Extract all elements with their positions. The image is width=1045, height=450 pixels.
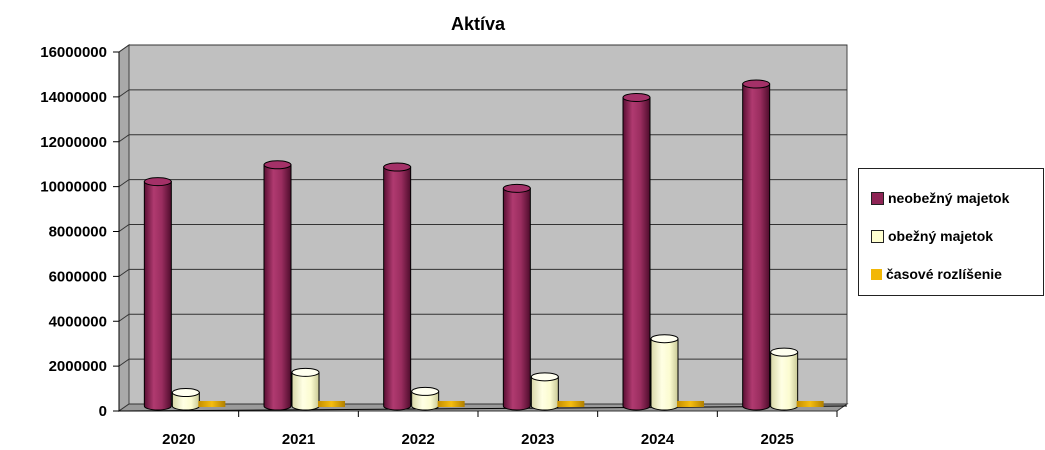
x-axis-line — [118, 405, 848, 412]
bar-body — [530, 376, 559, 411]
y-tick-label: 8000000 — [49, 224, 107, 241]
legend-label: obežný majetok — [888, 228, 994, 244]
bar-body — [557, 401, 585, 407]
bar-top — [770, 347, 799, 357]
legend-item: časové rozlíšenie — [871, 255, 1043, 293]
bar-top — [411, 386, 440, 396]
x-tick-label: 2025 — [760, 431, 793, 448]
legend-label: neobežný majetok — [888, 190, 1010, 206]
bar-top — [263, 160, 292, 170]
bar-top — [291, 367, 320, 377]
bar-top — [622, 92, 651, 102]
bar — [557, 401, 585, 407]
bar — [650, 334, 679, 411]
bar-body — [622, 96, 651, 411]
bar-body — [291, 371, 320, 411]
bar — [318, 401, 345, 407]
gridline-side — [118, 134, 130, 143]
y-tick-label: 12000000 — [40, 134, 107, 151]
bar — [198, 401, 226, 407]
y-tick-label: 16000000 — [40, 44, 107, 61]
x-tick-label: 2023 — [521, 431, 554, 448]
y-tick-label: 2000000 — [49, 358, 107, 375]
legend-swatch — [871, 191, 884, 205]
bar-body — [677, 401, 704, 407]
bar-top — [383, 162, 412, 172]
bar-top — [650, 334, 679, 344]
y-tick-label: 14000000 — [40, 89, 107, 106]
x-tick-label: 2024 — [641, 431, 675, 448]
bar — [796, 401, 824, 407]
bar — [143, 177, 172, 411]
bar — [383, 162, 412, 411]
bar-body — [318, 401, 345, 407]
bar-body — [650, 338, 679, 411]
legend-label: časové rozlíšenie — [886, 266, 1002, 282]
tick-layer: 0 2000000 4000000 6000000 8000000 10000000 120… — [40, 44, 848, 448]
gridline-side — [118, 358, 130, 367]
bar — [263, 160, 292, 411]
gridline-side — [118, 313, 130, 322]
legend-item: neobežný majetok — [871, 179, 1043, 217]
bar-body — [198, 401, 226, 407]
bar-layer — [143, 79, 824, 411]
x-tick-label: 2021 — [282, 431, 315, 448]
bar — [677, 401, 704, 407]
gridline-side — [118, 268, 130, 277]
legend-item: obežný majetok — [871, 217, 1043, 255]
gridline-side — [118, 44, 130, 53]
bar-top — [171, 388, 200, 398]
gridline-side — [118, 224, 130, 232]
grid-layer — [117, 44, 849, 412]
bar-body — [796, 401, 824, 407]
legend-swatch — [871, 229, 884, 243]
gridline-side — [118, 89, 130, 98]
bar-body — [770, 351, 799, 411]
bar-body — [742, 83, 771, 411]
y-tick-label: 4000000 — [49, 313, 107, 330]
bar-top — [502, 183, 531, 193]
x-tick-label: 2020 — [162, 431, 195, 448]
y-tick-label: 6000000 — [49, 268, 107, 285]
bar — [171, 388, 200, 411]
bar-body — [502, 187, 531, 411]
bar — [530, 372, 559, 411]
gridline-side — [118, 179, 130, 188]
bar-body — [383, 166, 412, 411]
bar — [770, 347, 799, 411]
y-tick-label: 10000000 — [40, 179, 107, 196]
bar — [437, 401, 465, 407]
x-tick-label: 2022 — [401, 431, 434, 448]
bar — [742, 79, 771, 411]
chart-title: Aktíva — [451, 14, 506, 34]
bar-body — [143, 181, 172, 411]
bar-top — [143, 177, 172, 187]
bar — [502, 183, 531, 411]
bar-top — [742, 79, 771, 89]
legend-swatch — [871, 268, 882, 280]
bar — [291, 367, 320, 411]
bar — [411, 386, 440, 411]
bar-body — [437, 401, 465, 407]
bar — [622, 92, 651, 411]
bar-body — [263, 164, 292, 411]
bar-top — [530, 372, 559, 382]
y-tick-label: 0 — [99, 403, 107, 420]
legend: neobežný majetok obežný majetok časové roz… — [858, 168, 1044, 296]
